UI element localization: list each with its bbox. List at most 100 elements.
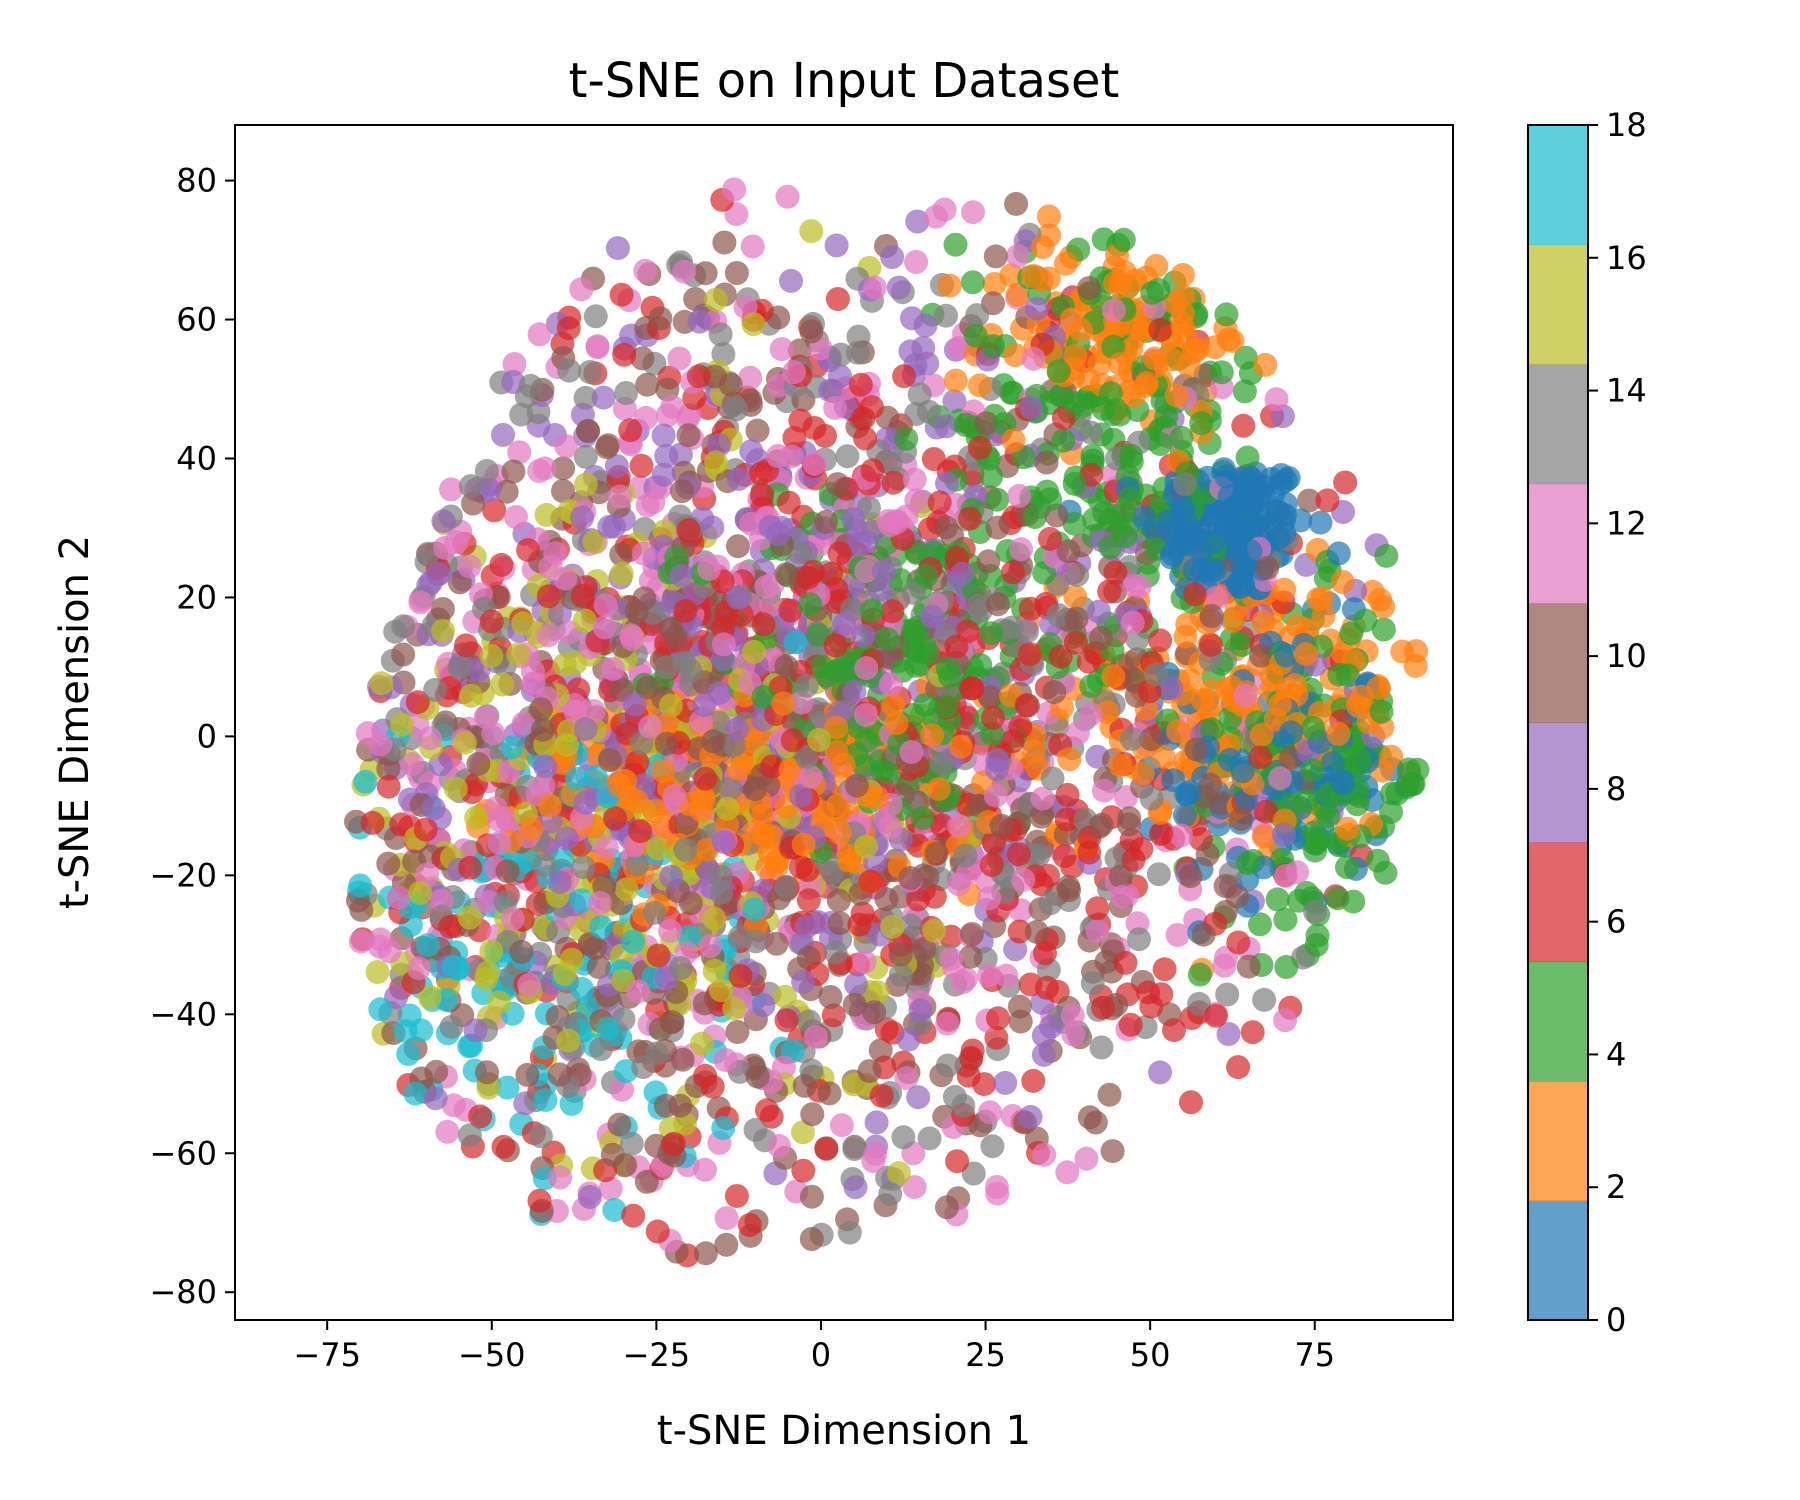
scatter-point [400,752,425,776]
scatter-point [424,1059,449,1084]
colorbar-tick-label: 8 [1606,770,1626,808]
scatter-point [461,491,485,516]
scatter-point [967,373,992,398]
scatter-point [778,598,803,623]
scatter-point [1253,352,1278,377]
scatter-point [1006,842,1031,867]
scatter-point [527,1188,552,1213]
scatter-point [431,509,456,534]
scatter-point [633,258,658,283]
scatter-point [630,346,655,371]
scatter-point [607,484,632,509]
scatter-point [980,1134,1005,1159]
scatter-point [1228,807,1253,831]
scatter-point [516,538,541,563]
scatter-point [1300,758,1325,783]
scatter-point [622,692,647,717]
scatter-point [495,1075,520,1100]
scatter-point [915,351,940,376]
scatter-point [1077,276,1101,301]
scatter-point [1273,907,1298,932]
scatter-point [1230,759,1255,784]
scatter-point [559,1091,584,1116]
scatter-point [1018,642,1042,666]
scatter-point [1366,675,1391,700]
scatter-point [712,830,736,854]
scatter-point [957,506,982,531]
scatter-point [645,1219,670,1244]
scatter-point [1253,799,1278,824]
scatter-point [1310,586,1335,611]
scatter-point [543,541,568,566]
scatter-point [1119,449,1144,474]
scatter-point [1333,470,1358,495]
scatter-point [823,396,848,420]
scatter-point [960,270,985,295]
scatter-point [582,529,607,554]
y-tick-label: 0 [197,717,217,755]
scatter-point [536,623,561,648]
scatter-point [1326,541,1351,566]
scatter-point [527,322,552,347]
scatter-point [832,612,857,637]
scatter-point [593,593,618,618]
scatter-point [693,766,718,791]
scatter-point [585,334,610,359]
scatter-point [935,1011,960,1036]
scatter-point [413,817,438,842]
scatter-point [1078,702,1103,727]
scatter-point [876,509,901,533]
scatter-point [898,339,923,364]
scatter-point [1077,1105,1102,1130]
scatter-point [650,816,674,841]
scatter-point [913,313,938,338]
scatter-point [644,1133,669,1158]
scatter-point [1127,574,1152,599]
colorbar-bin [1528,1200,1588,1321]
scatter-point [774,654,799,679]
scatter-point [610,1077,634,1102]
scatter-point [518,373,543,398]
scatter-point [979,464,1004,489]
colorbar-tick-label: 4 [1606,1035,1626,1073]
scatter-point [475,1060,499,1085]
scatter-point [824,715,849,740]
scatter-point [737,1213,762,1237]
scatter-point [1169,425,1194,450]
scatter-point [1166,719,1190,744]
scatter-point [565,766,589,791]
scatter-point [1178,864,1203,889]
scatter-point [1374,543,1399,568]
scatter-point [638,714,663,739]
scatter-point [577,932,602,957]
scatter-point [978,685,1003,710]
scatter-point [774,874,799,899]
scatter-point [707,680,732,705]
scatter-point [722,177,747,202]
scatter-point [555,733,579,758]
scatter-point [1308,510,1333,535]
scatter-point [825,287,850,311]
scatter-point [837,1220,862,1245]
scatter-point [548,1165,573,1190]
scatter-point [683,287,708,311]
scatter-point [726,585,750,610]
scatter-point [368,732,393,757]
scatter-point [376,851,401,876]
scatter-point [1063,584,1088,609]
scatter-point [603,806,628,831]
scatter-point [391,642,416,667]
scatter-point [1195,842,1220,867]
scatter-point [908,998,933,1023]
scatter-point [985,515,1010,540]
scatter-point [1369,699,1394,724]
scatter-point [1031,1042,1056,1067]
scatter-point [1315,488,1340,513]
scatter-point [959,1046,984,1071]
scatter-point [620,929,645,954]
scatter-point [697,556,721,581]
scatter-point [1029,804,1054,829]
scatter-point [1179,1090,1203,1115]
scatter-point [888,942,913,967]
scatter-point [595,435,619,460]
